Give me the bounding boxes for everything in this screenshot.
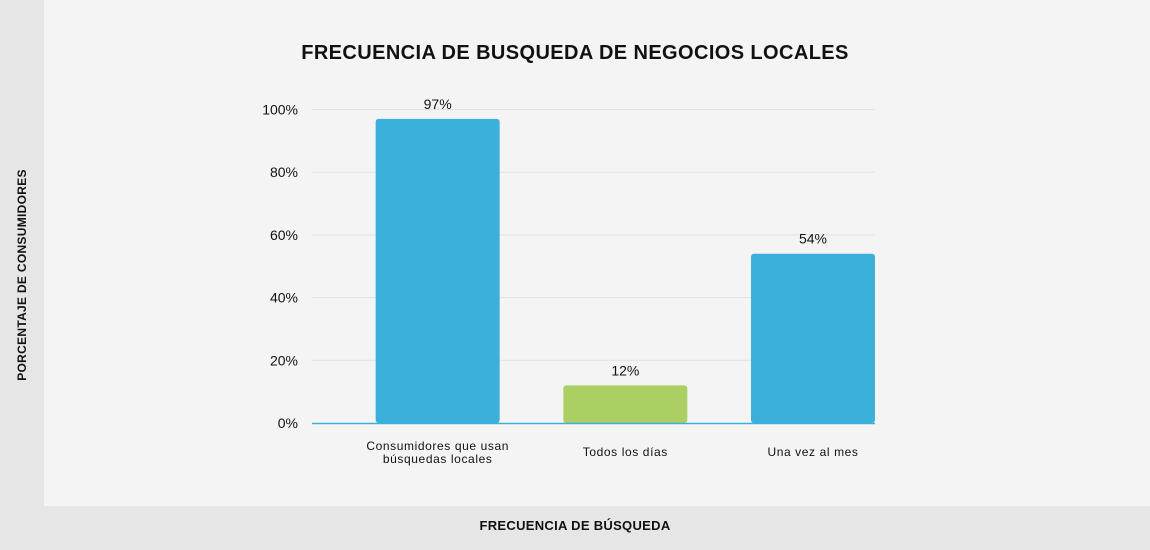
y-tick-label: 40% (270, 290, 298, 306)
y-tick-label: 80% (270, 164, 298, 180)
bar (751, 253, 875, 423)
x-tick-label: Una vez al mes (767, 445, 858, 459)
ylabel-band (0, 0, 44, 550)
y-tick-label: 100% (262, 102, 298, 118)
x-tick-label: Todos los días (583, 445, 668, 459)
data-label: 97% (424, 96, 452, 112)
x-tick-label: Consumidores que usan (366, 439, 509, 453)
xlabel-band (44, 506, 1150, 550)
x-tick-label: búsquedas locales (383, 452, 493, 466)
bar (563, 385, 688, 423)
y-tick-label: 0% (278, 415, 298, 431)
data-label: 12% (611, 362, 639, 378)
bar (375, 118, 500, 423)
x-axis-label: FRECUENCIA DE BÚSQUEDA (479, 518, 671, 533)
data-label: 54% (799, 231, 827, 247)
y-tick-label: 60% (270, 227, 298, 243)
chart-title: FRECUENCIA DE BUSQUEDA DE NEGOCIOS LOCAL… (301, 42, 849, 64)
y-tick-label: 20% (270, 352, 298, 368)
